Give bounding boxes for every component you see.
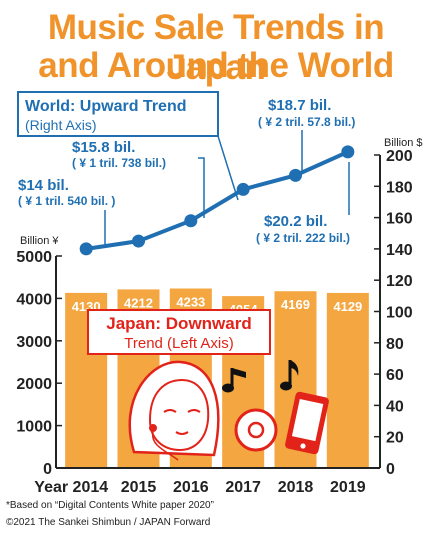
japan-callout-subtitle: Trend (Left Axis) — [124, 335, 233, 352]
cd-icon — [234, 408, 278, 452]
left-tick-label: 3000 — [16, 334, 52, 351]
x-tick-label: Year 2014 — [34, 479, 108, 496]
annotation-usd: $15.8 bil. — [72, 139, 135, 156]
bar-value-label: 4169 — [281, 297, 310, 312]
world-point-2014 — [79, 242, 93, 256]
x-tick-label: 2019 — [330, 479, 366, 496]
annotation-2018: $18.7 bil. ( ¥ 2 tril. 57.8 bil.) — [258, 97, 355, 172]
annotation-yen: ( ¥ 2 tril. 57.8 bil.) — [258, 115, 355, 129]
right-tick-label: 140 — [386, 242, 413, 259]
annotation-2016: $15.8 bil. ( ¥ 1 tril. 738 bil.) — [72, 139, 205, 218]
right-tick-label: 180 — [386, 179, 413, 196]
x-tick-label: 2015 — [121, 479, 157, 496]
chart-title-line2: and Around the World — [38, 46, 394, 85]
right-tick-label: 120 — [386, 273, 413, 290]
annotation-usd: $20.2 bil. — [264, 213, 327, 230]
x-tick-label: 2016 — [173, 479, 209, 496]
music-note-icon — [222, 360, 299, 393]
japan-callout: Japan: Downward Trend (Left Axis) — [87, 309, 271, 355]
annotation-usd: $18.7 bil. — [268, 97, 331, 114]
left-tick-label: 4000 — [16, 291, 52, 308]
credit-note: ©2021 The Sankei Shimbun / JAPAN Forward — [6, 517, 211, 528]
left-axis-unit: Billion ¥ — [20, 235, 59, 247]
right-tick-label: 80 — [386, 336, 404, 353]
smartphone-icon — [285, 391, 329, 455]
world-point-2019 — [341, 145, 355, 159]
annotation-yen: ( ¥ 2 tril. 222 bil.) — [256, 231, 350, 245]
left-tick-label: 2000 — [16, 376, 52, 393]
bar-2019 — [326, 292, 369, 468]
world-callout-subtitle: (Right Axis) — [25, 117, 97, 133]
chart-title-line1: Music Sale Trends in Japan — [47, 8, 385, 87]
right-tick-label: 20 — [386, 430, 404, 447]
world-point-2015 — [132, 234, 145, 248]
japan-callout-title: Japan: Downward — [106, 314, 251, 333]
bar-value-label: 4129 — [333, 299, 362, 314]
x-tick-label: 2017 — [225, 479, 261, 496]
bar-value-label: 4233 — [176, 295, 205, 310]
right-tick-label: 100 — [386, 305, 413, 322]
world-callout-title: World: Upward Trend — [25, 98, 186, 115]
source-note: *Based on “Digital Contents White paper … — [6, 500, 214, 511]
annotation-2019: $20.2 bil. ( ¥ 2 tril. 222 bil.) — [256, 162, 350, 245]
left-tick-label: 0 — [43, 461, 52, 478]
right-tick-label: 160 — [386, 211, 413, 228]
annotation-yen: ( ¥ 1 tril. 540 bil. ) — [18, 194, 115, 208]
annotation-2014: $14 bil. ( ¥ 1 tril. 540 bil. ) — [18, 177, 115, 245]
annotation-yen: ( ¥ 1 tril. 738 bil.) — [72, 156, 166, 170]
x-tick-label: 2018 — [278, 479, 314, 496]
woman-with-earphones-icon — [128, 360, 220, 461]
right-tick-label: 60 — [386, 367, 404, 384]
left-tick-label: 5000 — [16, 249, 52, 266]
world-point-2016 — [184, 214, 198, 228]
right-tick-label: 40 — [386, 398, 404, 415]
left-tick-label: 1000 — [16, 419, 52, 436]
right-axis-unit: Billion $ — [384, 137, 423, 149]
bar-value-label: 4212 — [124, 295, 153, 310]
annotation-usd: $14 bil. — [18, 177, 69, 194]
right-tick-label: 200 — [386, 148, 413, 165]
world-point-2017 — [236, 182, 250, 196]
right-tick-label: 0 — [386, 461, 395, 478]
world-callout: World: Upward Trend (Right Axis) — [17, 91, 239, 201]
world-series-line — [85, 150, 349, 251]
world-point-2018 — [289, 168, 302, 182]
